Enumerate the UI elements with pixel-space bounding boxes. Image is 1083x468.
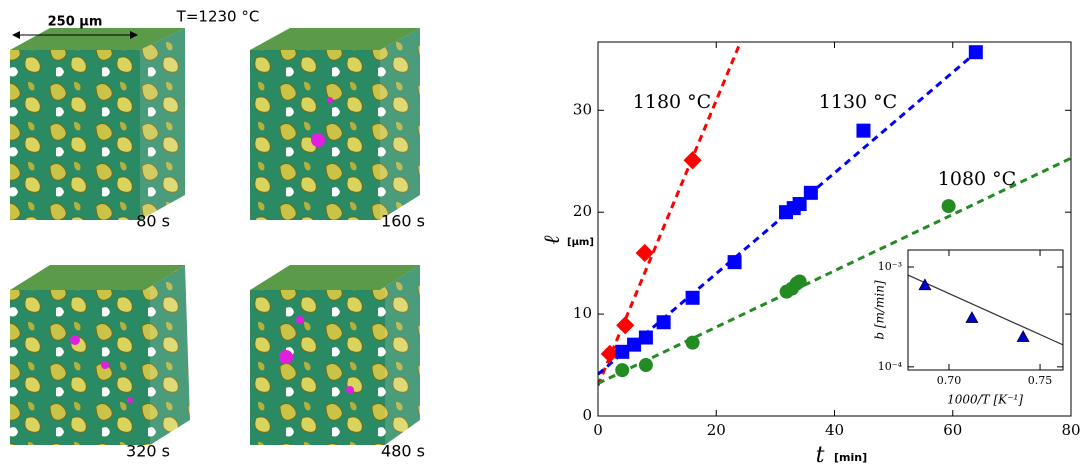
- time-label: 480 s: [381, 442, 425, 461]
- x-tick-label: 40: [825, 421, 844, 439]
- data-point: [638, 330, 653, 345]
- data-point: [1016, 330, 1030, 342]
- data-point: [638, 358, 653, 373]
- fit-line: [598, 156, 1071, 385]
- data-point: [600, 344, 619, 363]
- data-point: [792, 274, 807, 289]
- data-point: [856, 123, 871, 138]
- time-label: 320 s: [126, 442, 170, 461]
- data-point: [635, 243, 654, 263]
- data-point: [918, 278, 932, 291]
- data-point: [627, 337, 642, 352]
- data-point: [685, 335, 700, 350]
- data-point: [615, 344, 630, 359]
- cube: [10, 28, 185, 220]
- x-axis-label: 1000/T [K⁻¹]: [947, 393, 1023, 407]
- plot-frame: [597, 41, 1072, 417]
- y-axis-label: b [m/min]: [873, 280, 887, 340]
- x-axis-unit: [min]: [834, 451, 867, 464]
- x-tick-label: 80: [1061, 421, 1080, 439]
- data-point: [685, 290, 700, 305]
- plot: 0 20 40 60 80 0 10 20 30 1180 °C 1130 °C 1080 °C t [m…: [540, 41, 1081, 468]
- series-label: 1130 °C: [819, 91, 897, 113]
- data-point: [683, 151, 702, 170]
- y-tick-label: 20: [573, 202, 592, 220]
- x-axis-label: t: [816, 443, 825, 468]
- y-tick-label: 10: [573, 304, 592, 322]
- y-tick-label: 30: [573, 100, 592, 118]
- cube: [10, 265, 190, 445]
- cube: [250, 265, 420, 445]
- series-label: 1080 °C: [938, 168, 1016, 190]
- data-point: [616, 316, 635, 335]
- y-tick-label: 0: [582, 406, 592, 424]
- data-point: [965, 311, 979, 323]
- data-point: [968, 45, 983, 60]
- y-tick-label: 10⁻⁴: [878, 360, 903, 373]
- plot-content: [908, 274, 1063, 346]
- plots: 0 20 40 60 80 0 10 20 30 1180 °C 1130 °C 1080 °C t [m…: [540, 41, 1081, 468]
- plot-content: [598, 42, 1071, 387]
- data-point: [941, 199, 956, 214]
- scale-label: 250 µm: [48, 15, 103, 30]
- y-axis-label: ℓ: [540, 235, 565, 245]
- time-label: 80 s: [136, 212, 170, 231]
- data-point: [803, 185, 818, 200]
- time-label: 160 s: [381, 212, 425, 231]
- series-label: 1180 °C: [633, 91, 711, 113]
- y-axis-unit: [µm]: [567, 237, 594, 248]
- plot: 0.70 0.75 10⁻⁴ 10⁻³ 1000/T [K⁻¹] b [m/min]: [873, 249, 1064, 407]
- x-tick-label: 0.75: [1028, 374, 1053, 387]
- data-point: [727, 255, 742, 270]
- fit-line: [908, 274, 1063, 346]
- temperature-label: T=1230 °C: [176, 8, 260, 26]
- data-point: [792, 197, 807, 212]
- cube-images: 250 µm T=1230 °C 80 s 160 s 320 s 480 s: [10, 8, 425, 461]
- y-tick-label: 10⁻³: [878, 260, 902, 273]
- x-tick-label: 60: [943, 421, 962, 439]
- data-point: [615, 363, 630, 378]
- data-point: [656, 315, 671, 330]
- x-tick-label: 20: [707, 421, 726, 439]
- plot-frame: [907, 249, 1064, 371]
- x-tick-label: 0.70: [937, 374, 962, 387]
- x-tick-label: 0: [593, 421, 603, 439]
- cube: [250, 28, 420, 220]
